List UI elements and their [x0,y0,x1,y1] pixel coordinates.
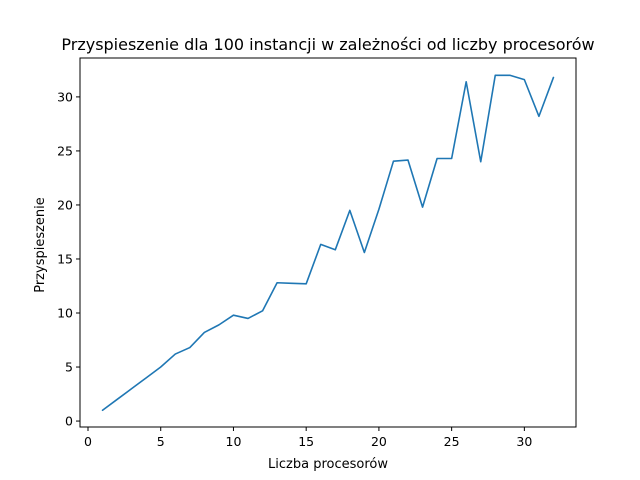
x-tick-label: 15 [298,434,314,449]
y-tick-label: 15 [57,251,73,266]
x-tick-label: 25 [444,434,460,449]
x-tick-label: 20 [371,434,387,449]
y-tick-label: 10 [57,306,73,321]
plot-area [101,74,555,412]
axes-frame [79,57,577,428]
series-line [101,74,555,412]
y-tick-label: 20 [57,197,73,212]
y-tick-label: 25 [57,143,73,158]
x-tick-label: 10 [226,434,242,449]
x-axis: 0 5 10 15 20 25 30 [84,427,532,449]
y-tick-label: 0 [65,414,73,429]
x-tick-label: 0 [84,434,92,449]
x-tick-label: 5 [157,434,165,449]
y-axis-label: Przyspieszenie [33,197,48,293]
x-tick-label: 30 [516,434,532,449]
x-axis-label: Liczba procesorów [268,457,388,472]
y-axis: 0 5 10 15 20 25 30 [57,89,80,429]
chart-title: Przyspieszenie dla 100 instancji w zależ… [61,35,594,54]
y-tick-label: 5 [65,360,73,375]
y-tick-label: 30 [57,89,73,104]
